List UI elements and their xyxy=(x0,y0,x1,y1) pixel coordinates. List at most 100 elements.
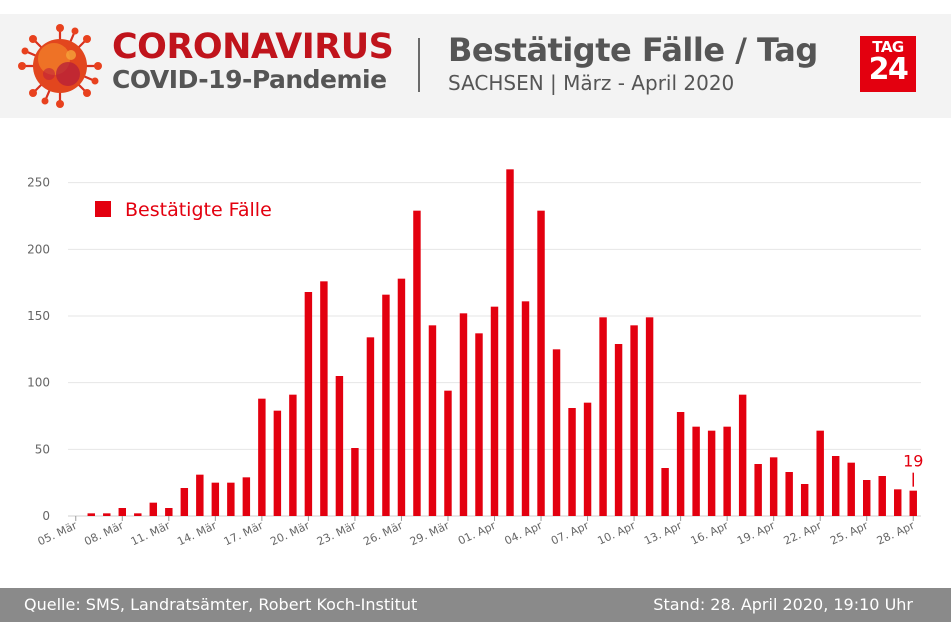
x-tick-label: 01. Apr xyxy=(456,519,498,548)
source-text: Quelle: SMS, Landratsämter, Robert Koch-… xyxy=(24,595,418,614)
stand-text: Stand: 28. April 2020, 19:10 Uhr xyxy=(653,595,913,614)
header-title: CORONAVIRUS xyxy=(112,27,394,67)
bar-20. Apr xyxy=(785,472,793,516)
bar-24. Apr xyxy=(847,462,855,516)
bar-31. Mär xyxy=(475,333,483,516)
bar-15. Mär xyxy=(227,482,235,516)
chart-subtitle: SACHSEN | März - April 2020 xyxy=(448,71,735,95)
x-tick-label: 16. Apr xyxy=(689,519,731,548)
x-tick-label: 20. Mär xyxy=(268,519,312,549)
bar-30. Mär xyxy=(459,313,468,516)
annotation: 19 xyxy=(903,452,923,487)
bar-26. Apr xyxy=(878,476,886,516)
bar-14. Apr xyxy=(692,426,700,516)
virus-icon xyxy=(18,24,102,108)
bar-07. Mär xyxy=(103,513,111,516)
x-tick-label: 11. Mär xyxy=(129,519,173,549)
x-tick-label: 14. Mär xyxy=(175,519,219,549)
x-tick-label: 05. Mär xyxy=(36,519,80,549)
logo-text-top: TAG xyxy=(872,38,904,56)
bar-28. Apr xyxy=(909,490,917,516)
x-tick-label: 04. Apr xyxy=(503,519,545,548)
header-divider xyxy=(418,38,420,92)
bar-11. Apr xyxy=(645,317,654,516)
annotation-label: 19 xyxy=(903,452,923,471)
bar-16. Apr xyxy=(723,426,731,516)
y-tick-label: 200 xyxy=(27,242,50,256)
bar-10. Apr xyxy=(630,325,638,516)
bar-28. Mär xyxy=(428,325,437,516)
legend-swatch xyxy=(95,201,111,217)
x-tick-label: 10. Apr xyxy=(596,519,638,548)
bar-04. Apr xyxy=(537,210,545,516)
x-tick-label: 19. Apr xyxy=(735,519,777,548)
bar-27. Apr xyxy=(894,489,902,516)
x-tick-label: 28. Apr xyxy=(875,519,917,548)
x-tick-label: 29. Mär xyxy=(408,519,452,549)
bar-03. Apr xyxy=(521,301,530,516)
y-tick-label: 150 xyxy=(27,309,50,323)
bar-15. Apr xyxy=(707,430,716,516)
y-tick-label: 100 xyxy=(27,376,50,390)
footer-bar: Quelle: SMS, Landratsämter, Robert Koch-… xyxy=(0,588,951,622)
bar-19. Mär xyxy=(289,394,297,516)
legend: Bestätigte Fälle xyxy=(95,199,272,221)
y-tick-label: 250 xyxy=(27,176,50,190)
bar-10. Mär xyxy=(149,502,158,516)
bar-18. Mär xyxy=(273,410,282,516)
bar-29. Mär xyxy=(444,390,452,516)
x-tick-label: 26. Mär xyxy=(361,519,405,549)
header-subtitle: COVID-19-Pandemie xyxy=(112,65,387,94)
logo-text-bottom: 24 xyxy=(868,52,909,87)
bar-25. Apr xyxy=(862,480,871,516)
bar-21. Apr xyxy=(800,484,809,516)
bar-12. Mär xyxy=(180,488,189,516)
bar-02. Apr xyxy=(506,169,514,517)
bar-08. Mär xyxy=(118,508,127,516)
bar-13. Apr xyxy=(676,412,685,516)
x-tick-label: 17. Mär xyxy=(222,519,266,549)
bars xyxy=(87,169,917,517)
bar-09. Apr xyxy=(614,344,623,516)
x-tick-label: 07. Apr xyxy=(549,519,591,548)
x-tick-label: 25. Apr xyxy=(828,519,870,548)
bar-23. Apr xyxy=(831,456,840,516)
bar-22. Apr xyxy=(816,430,824,516)
bar-22. Mär xyxy=(335,376,344,516)
bar-23. Mär xyxy=(351,448,359,516)
bar-18. Apr xyxy=(754,464,762,516)
bar-26. Mär xyxy=(397,278,406,516)
bar-14. Mär xyxy=(211,482,220,516)
bar-07. Apr xyxy=(583,402,592,516)
x-tick-label: 13. Apr xyxy=(642,519,684,548)
x-tick-label: 08. Mär xyxy=(82,519,126,549)
y-tick-label: 0 xyxy=(42,509,50,523)
x-tick-label: 22. Apr xyxy=(782,519,824,548)
bar-13. Mär xyxy=(196,474,204,516)
bar-06. Mär xyxy=(87,513,95,516)
y-axis: 0 50 100 150 200 250 xyxy=(27,176,50,523)
bar-17. Mär xyxy=(258,398,266,516)
tag24-logo: TAG 24 xyxy=(860,36,916,92)
chart-title: Bestätigte Fälle / Tag xyxy=(448,31,818,69)
bar-09. Mär xyxy=(134,513,142,516)
bar-17. Apr xyxy=(738,394,747,516)
bar-24. Mär xyxy=(366,337,375,516)
header-band xyxy=(0,14,951,118)
bar-chart: 0 50 100 150 200 250 05. Mär 08. Mär 11. Mär 14.… xyxy=(27,169,923,548)
bar-25. Mär xyxy=(382,294,390,516)
bar-08. Apr xyxy=(599,317,607,516)
bar-16. Mär xyxy=(242,477,251,516)
bar-19. Apr xyxy=(769,457,778,516)
bar-05. Apr xyxy=(552,349,561,516)
bar-20. Mär xyxy=(304,292,313,516)
x-tick-label: 23. Mär xyxy=(315,519,359,549)
x-axis: 05. Mär 08. Mär 11. Mär 14. Mär 17. Mär 20. M… xyxy=(36,516,917,548)
bar-12. Apr xyxy=(661,468,669,516)
bar-06. Apr xyxy=(568,408,576,516)
bar-11. Mär xyxy=(165,508,173,516)
y-tick-label: 50 xyxy=(35,442,50,456)
bar-27. Mär xyxy=(413,210,421,516)
legend-label: Bestätigte Fälle xyxy=(125,199,272,221)
bar-21. Mär xyxy=(320,281,328,516)
